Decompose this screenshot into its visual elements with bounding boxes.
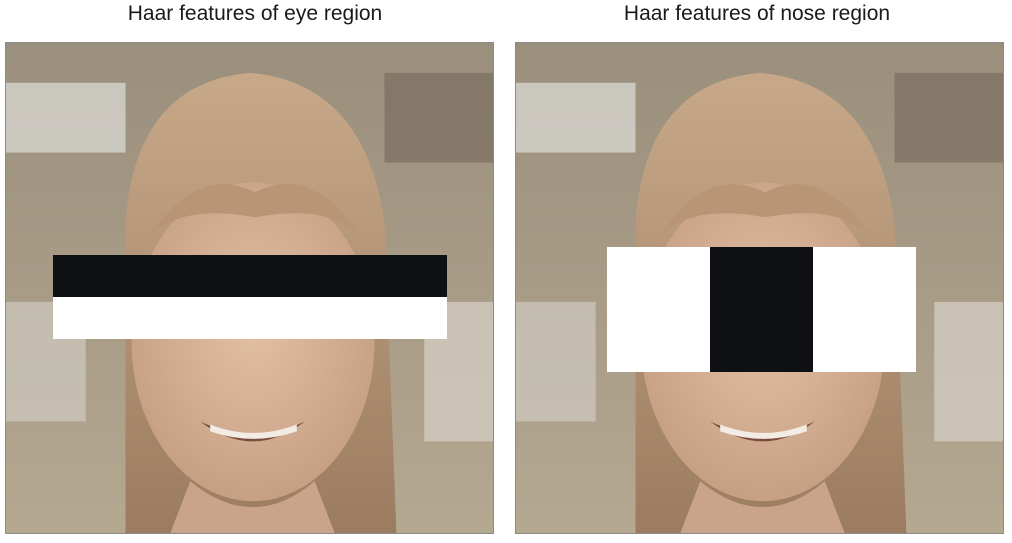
nose-panel-title: Haar features of nose region <box>623 2 891 25</box>
eye-feature-dark-rect <box>53 255 447 297</box>
nose-haar-feature <box>607 247 916 372</box>
nose-feature-center-dark-rect <box>709 247 813 372</box>
nose-feature-left-light-rect <box>607 247 711 372</box>
eye-feature-light-rect <box>53 297 447 339</box>
nose-feature-right-light-rect <box>812 247 916 372</box>
eye-haar-feature <box>53 255 447 339</box>
eye-panel-title: Haar features of eye region <box>127 2 383 25</box>
